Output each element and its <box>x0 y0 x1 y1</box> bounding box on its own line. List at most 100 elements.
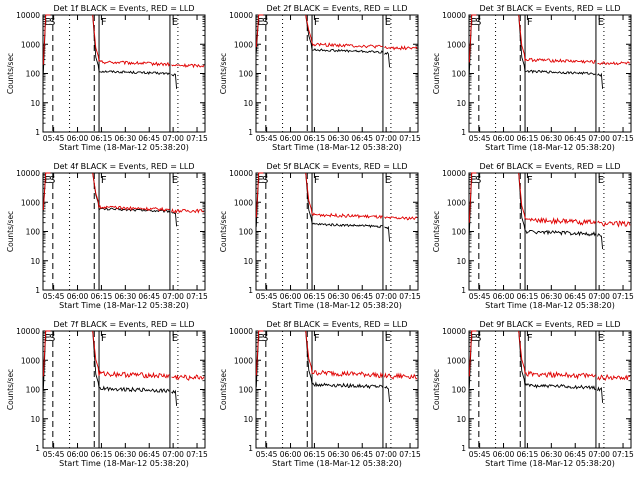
plot-title: Det 4f BLACK = Events, RED = LLD <box>53 162 194 171</box>
y-axis-label: Counts/sec <box>432 369 441 410</box>
x-tick-label: 05:45 <box>256 450 278 459</box>
series-line-lld <box>42 14 51 65</box>
y-axis-label: Counts/sec <box>6 369 15 410</box>
series-line-lld <box>384 45 418 51</box>
region-label: E <box>172 175 178 186</box>
region-label: E <box>172 333 178 344</box>
y-tick-label: 1000 <box>21 356 40 365</box>
series-line-lld <box>305 172 383 220</box>
x-tick-label: 06:15 <box>517 450 539 459</box>
y-tick-label: 1 <box>35 128 40 137</box>
y-tick-label: 10000 <box>442 169 466 178</box>
series-line-lld <box>468 172 477 223</box>
x-tick-label: 07:00 <box>588 450 610 459</box>
y-tick-label: 1 <box>35 286 40 295</box>
series-line-events <box>171 73 178 89</box>
series-line-lld <box>255 14 264 48</box>
series-line-lld <box>171 62 205 69</box>
series-line-lld <box>384 372 418 380</box>
y-tick-label: 1 <box>461 444 466 453</box>
plot-frame <box>468 330 632 449</box>
y-tick-label: 100 <box>26 70 41 79</box>
series-line-lld <box>468 14 477 63</box>
series-line-lld <box>518 330 597 380</box>
x-tick-label: 05:45 <box>43 450 65 459</box>
region-label: E <box>257 175 263 186</box>
x-tick-label: 05:45 <box>469 292 491 301</box>
series-line-events <box>597 233 604 250</box>
x-tick-label: 06:45 <box>138 292 160 301</box>
y-tick-label: 10000 <box>229 327 253 336</box>
x-tick-label: 06:00 <box>493 134 515 143</box>
x-tick-label: 06:30 <box>328 292 350 301</box>
series-line-lld <box>305 330 384 379</box>
x-tick-label: 06:15 <box>304 450 326 459</box>
series-line-lld <box>92 330 170 379</box>
x-tick-label: 07:00 <box>162 292 184 301</box>
region-label: S <box>49 333 55 344</box>
region-label: F <box>314 175 320 186</box>
y-tick-label: 10 <box>456 415 466 424</box>
plot-title: Det 6f BLACK = Events, RED = LLD <box>479 162 620 171</box>
series-line-lld <box>42 330 51 377</box>
y-tick-label: 100 <box>239 228 254 237</box>
x-tick-label: 06:45 <box>138 134 160 143</box>
region-label: F <box>314 17 320 28</box>
x-tick-label: 06:30 <box>541 450 563 459</box>
y-tick-label: 1000 <box>234 198 253 207</box>
x-tick-label: 07:15 <box>399 292 421 301</box>
plot-frame <box>255 330 419 449</box>
plot-panel-3: Det 3f BLACK = Events, RED = LLD 1 10 100 10… <box>432 4 634 152</box>
y-axis-label: Counts/sec <box>6 211 15 252</box>
plot-frame <box>255 14 419 133</box>
x-tick-label: 07:15 <box>186 134 208 143</box>
plot-frame <box>255 172 419 291</box>
series-line-events <box>597 386 604 403</box>
x-tick-label: 07:00 <box>588 134 610 143</box>
x-tick-label: 05:45 <box>469 450 491 459</box>
x-axis-label: Start Time (18-Mar-12 05:38:20) <box>59 459 189 468</box>
x-tick-label: 07:00 <box>375 292 397 301</box>
plot-panel-8: Det 8f BLACK = Events, RED = LLD 1 10 100 10… <box>219 320 421 468</box>
series-line-lld <box>255 330 264 376</box>
region-label: F <box>527 333 533 344</box>
x-axis-label: Start Time (18-Mar-12 05:38:20) <box>59 143 189 152</box>
region-label: E <box>385 333 391 344</box>
series-line-lld <box>597 220 631 228</box>
x-tick-label: 06:45 <box>138 450 160 459</box>
series-line-events <box>518 172 597 237</box>
region-label: E <box>470 17 476 28</box>
x-axis-label: Start Time (18-Mar-12 05:38:20) <box>272 143 402 152</box>
x-tick-label: 06:15 <box>304 134 326 143</box>
series-line-lld <box>384 216 418 221</box>
x-tick-label: 06:15 <box>517 134 539 143</box>
y-tick-label: 10000 <box>16 169 40 178</box>
series-line-lld <box>518 14 597 65</box>
region-label: E <box>470 175 476 186</box>
x-tick-label: 06:45 <box>351 292 373 301</box>
y-tick-label: 10000 <box>229 169 253 178</box>
x-tick-label: 06:00 <box>280 134 302 143</box>
y-tick-label: 10000 <box>16 327 40 336</box>
y-tick-label: 1000 <box>234 356 253 365</box>
x-tick-label: 06:00 <box>67 292 89 301</box>
x-tick-label: 06:00 <box>67 450 89 459</box>
plot-panel-9: Det 9f BLACK = Events, RED = LLD 1 10 100 10… <box>432 320 634 468</box>
x-tick-label: 05:45 <box>43 134 65 143</box>
series-line-events <box>305 172 383 229</box>
region-label: S <box>262 175 268 186</box>
y-axis-label: Counts/sec <box>432 53 441 94</box>
x-tick-label: 06:45 <box>351 450 373 459</box>
series-line-events <box>92 330 170 394</box>
y-tick-label: 10000 <box>229 11 253 20</box>
x-tick-label: 05:45 <box>43 292 65 301</box>
series-line-lld <box>518 172 597 226</box>
y-tick-label: 10 <box>243 257 253 266</box>
series-line-events <box>518 14 596 76</box>
region-label: E <box>598 17 604 28</box>
series-line-events <box>384 385 391 403</box>
y-tick-label: 1 <box>248 128 253 137</box>
series-line-events <box>384 51 391 68</box>
series-line-events <box>305 14 384 54</box>
plot-title: Det 5f BLACK = Events, RED = LLD <box>266 162 407 171</box>
